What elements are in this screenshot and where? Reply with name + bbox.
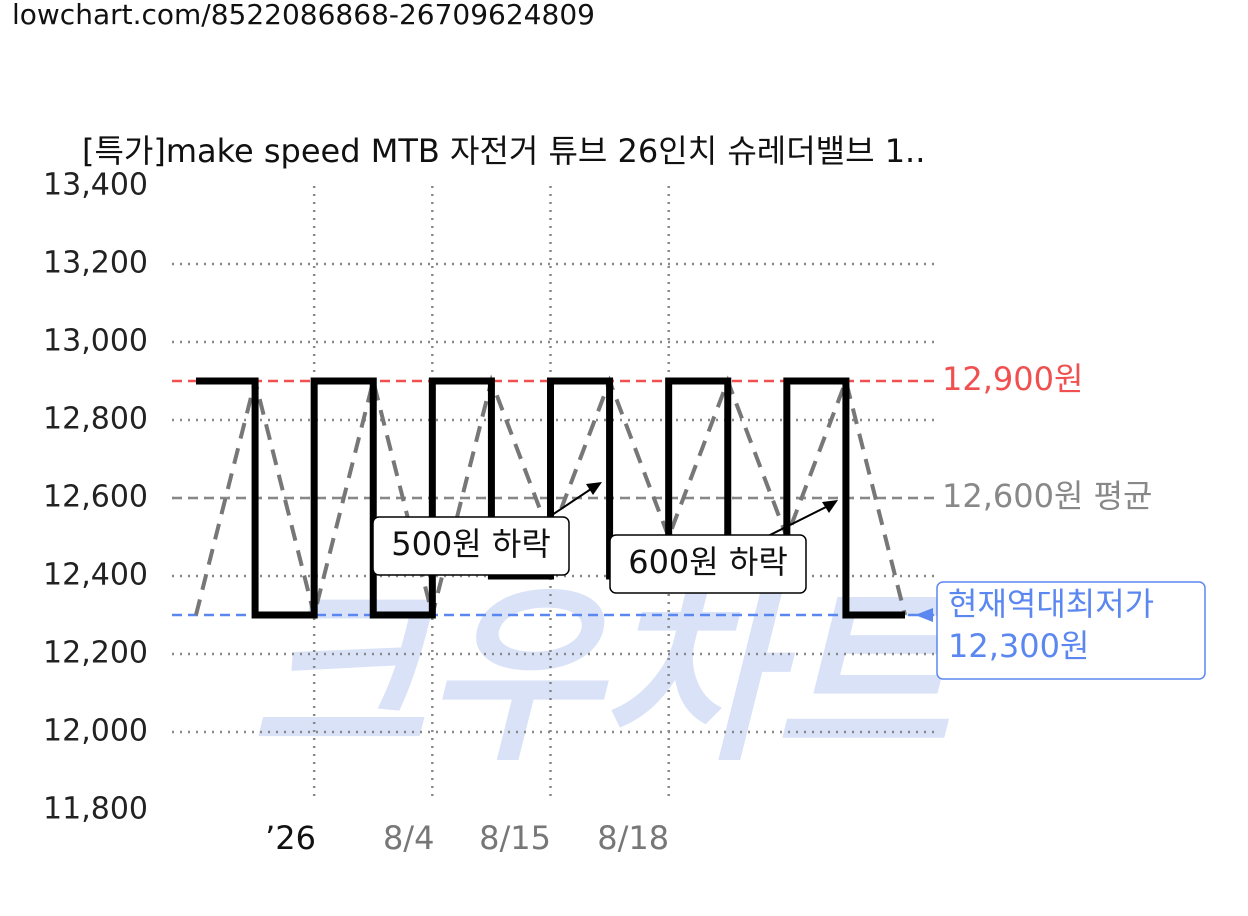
reference-label: 12,300원: [948, 627, 1089, 665]
annotation-box: [609, 534, 807, 594]
reference-label: 12,600원 평균: [942, 477, 1152, 515]
annotation-arrowhead: [586, 482, 602, 495]
annotation-text: 500원 하락: [391, 525, 551, 563]
annotation-box: [372, 516, 570, 576]
annotation-arrowhead: [822, 500, 838, 513]
url: lowchart.com/8522086868-26709624809: [12, 0, 595, 31]
watermark: 크우차트: [250, 566, 960, 787]
reference-arrow: [915, 608, 933, 622]
annotation-arrow: [759, 504, 831, 541]
y-tick-label: 13,400: [43, 168, 148, 203]
reference-label: 12,900원: [942, 360, 1083, 398]
y-tick-label: 12,600: [43, 480, 148, 515]
x-tick-label: ’26: [265, 819, 316, 857]
y-tick-label: 12,000: [43, 714, 148, 749]
y-tick-label: 12,800: [43, 402, 148, 437]
chart-title: [특가]make speed MTB 자전거 튜브 26인치 슈레더밸브 1..: [82, 132, 925, 170]
y-tick-label: 12,400: [43, 558, 148, 593]
reference-note: 현재역대최저가: [948, 585, 1154, 623]
reference-box: [936, 581, 1206, 680]
y-tick-label: 13,000: [43, 324, 148, 359]
y-tick-label: 13,200: [43, 246, 148, 281]
x-tick-label: 8/4: [383, 819, 435, 857]
y-tick-label: 12,200: [43, 636, 148, 671]
x-tick-label: 8/15: [479, 819, 551, 857]
x-tick-label: 8/18: [597, 819, 669, 857]
y-tick-label: 11,800: [43, 792, 148, 827]
annotation-text: 600원 하락: [628, 543, 788, 581]
